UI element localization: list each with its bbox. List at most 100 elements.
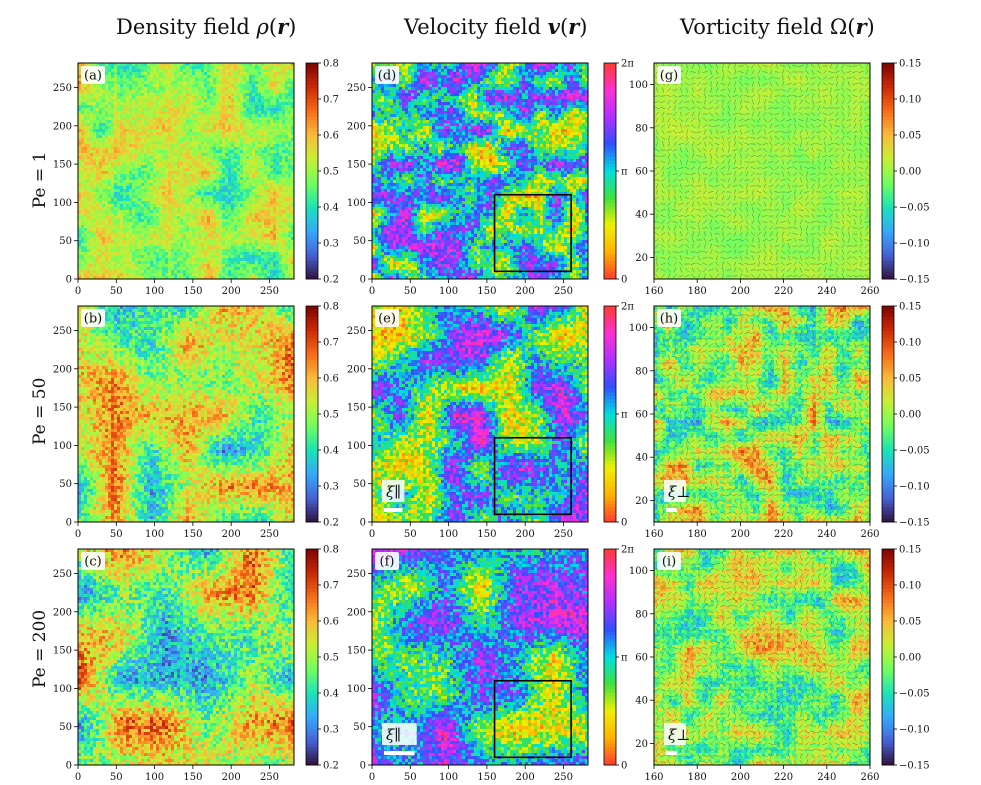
heatmap-cell — [288, 69, 291, 72]
heatmap-cell — [165, 66, 168, 69]
heatmap-cell — [192, 72, 195, 75]
heatmap-cell — [108, 78, 111, 81]
heatmap-cell — [264, 96, 267, 99]
heatmap-cell — [261, 132, 264, 135]
heatmap-cell — [231, 90, 234, 93]
heatmap-cell — [186, 123, 189, 126]
heatmap-cell — [129, 138, 132, 141]
heatmap-cell — [282, 93, 285, 96]
heatmap-cell — [186, 168, 189, 171]
heatmap-cell — [135, 72, 138, 75]
heatmap-cell — [222, 156, 225, 159]
heatmap-cell — [108, 153, 111, 156]
heatmap-cell — [213, 87, 216, 90]
heatmap-cell — [279, 87, 282, 90]
heatmap-cell — [138, 132, 141, 135]
heatmap-cell — [168, 129, 171, 132]
heatmap-cell — [243, 129, 246, 132]
heatmap-cell — [81, 84, 84, 87]
heatmap-cell — [198, 81, 201, 84]
heatmap-cell — [135, 141, 138, 144]
heatmap-cell — [237, 129, 240, 132]
heatmap-cell — [195, 156, 198, 159]
heatmap-cell — [177, 123, 180, 126]
heatmap-cell — [150, 141, 153, 144]
heatmap-cell — [174, 138, 177, 141]
heatmap-cell — [252, 144, 255, 147]
heatmap-cell — [78, 132, 81, 135]
heatmap-cell — [165, 96, 168, 99]
heatmap-cell — [261, 165, 264, 168]
heatmap-cell — [264, 123, 267, 126]
heatmap-cell — [240, 156, 243, 159]
heatmap-cell — [261, 87, 264, 90]
heatmap-cell — [156, 120, 159, 123]
heatmap-cell — [174, 99, 177, 102]
heatmap-cell — [198, 102, 201, 105]
heatmap-cell — [198, 99, 201, 102]
heatmap-cell — [252, 117, 255, 120]
heatmap-cell — [117, 90, 120, 93]
heatmap-cell — [285, 165, 288, 168]
heatmap-cell — [264, 147, 267, 150]
heatmap-cell — [276, 87, 279, 90]
heatmap-cell — [219, 165, 222, 168]
heatmap-cell — [84, 141, 87, 144]
heatmap-cell — [270, 96, 273, 99]
heatmap-cell — [258, 90, 261, 93]
heatmap-cell — [171, 132, 174, 135]
heatmap-cell — [129, 144, 132, 147]
heatmap-cell — [243, 156, 246, 159]
heatmap-cell — [96, 93, 99, 96]
heatmap-cell — [114, 69, 117, 72]
heatmap-cell — [153, 87, 156, 90]
heatmap-cell — [177, 156, 180, 159]
heatmap-cell — [174, 159, 177, 162]
heatmap-cell — [153, 147, 156, 150]
heatmap-cell — [165, 117, 168, 120]
heatmap-cell — [156, 90, 159, 93]
heatmap-cell — [114, 168, 117, 171]
heatmap-cell — [93, 93, 96, 96]
heatmap-cell — [288, 120, 291, 123]
heatmap-cell — [282, 159, 285, 162]
heatmap-cell — [189, 147, 192, 150]
heatmap-cell — [249, 129, 252, 132]
heatmap-cell — [207, 117, 210, 120]
heatmap-cell — [171, 135, 174, 138]
heatmap-cell — [111, 108, 114, 111]
heatmap-cell — [156, 102, 159, 105]
heatmap-cell — [225, 123, 228, 126]
heatmap-cell — [150, 150, 153, 153]
heatmap-cell — [99, 123, 102, 126]
heatmap-cell — [270, 156, 273, 159]
heatmap-cell — [234, 126, 237, 129]
heatmap-cell — [87, 132, 90, 135]
heatmap-cell — [120, 120, 123, 123]
heatmap-cell — [231, 105, 234, 108]
heatmap-cell — [234, 102, 237, 105]
heatmap-cell — [192, 111, 195, 114]
heatmap-cell — [204, 159, 207, 162]
heatmap-cell — [273, 78, 276, 81]
heatmap-cell — [147, 162, 150, 165]
heatmap-cell — [105, 132, 108, 135]
heatmap-cell — [162, 69, 165, 72]
heatmap-cell — [105, 108, 108, 111]
heatmap-cell — [183, 162, 186, 165]
heatmap-cell — [111, 147, 114, 150]
heatmap-cell — [147, 168, 150, 171]
heatmap-cell — [204, 63, 207, 66]
heatmap-cell — [126, 105, 129, 108]
heatmap-cell — [270, 129, 273, 132]
heatmap-cell — [255, 102, 258, 105]
heatmap-cell — [255, 120, 258, 123]
heatmap-cell — [153, 168, 156, 171]
heatmap-cell — [267, 111, 270, 114]
heatmap-cell — [123, 78, 126, 81]
heatmap-cell — [261, 102, 264, 105]
heatmap-cell — [234, 87, 237, 90]
heatmap-cell — [240, 90, 243, 93]
heatmap-cell — [141, 93, 144, 96]
heatmap-cell — [189, 156, 192, 159]
